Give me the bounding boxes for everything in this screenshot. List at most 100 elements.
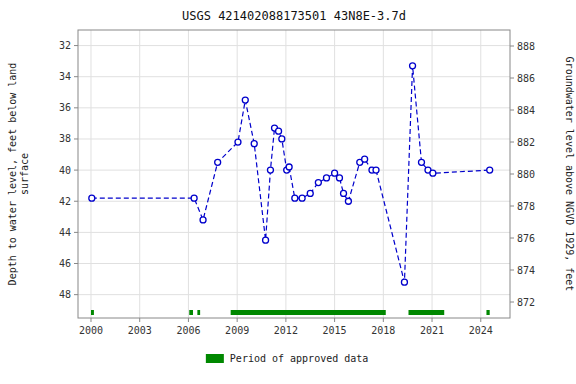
grid-line-x: [90, 30, 91, 318]
data-point: [373, 167, 379, 173]
y-tick: [74, 107, 78, 108]
x-tick-label: 2003: [128, 325, 152, 336]
approved-period: [197, 310, 200, 315]
y2-tick: [510, 302, 514, 303]
legend-swatch: [206, 354, 224, 363]
x-tick: [188, 318, 189, 322]
x-tick: [432, 318, 433, 322]
y2-tick-label: 878: [517, 201, 535, 212]
data-point: [323, 175, 329, 181]
x-tick: [139, 318, 140, 322]
y-axis-label: Depth to water level, feet below landsur…: [7, 63, 30, 286]
data-point: [430, 170, 436, 176]
y-tick-label: 38: [59, 133, 71, 144]
data-point: [215, 159, 221, 165]
y2-tick-label: 886: [517, 73, 535, 84]
y-tick-label: 32: [59, 40, 71, 51]
data-point: [263, 237, 269, 243]
axes: 2000200320062009201220152018202120243234…: [59, 40, 535, 336]
data-point: [191, 195, 197, 201]
series-line: [92, 66, 490, 282]
y-tick-label: 46: [59, 258, 71, 269]
y2-tick-label: 880: [517, 169, 535, 180]
y-tick: [74, 76, 78, 77]
x-tick-label: 2006: [176, 325, 200, 336]
y2-tick-label: 884: [517, 105, 535, 116]
plot-frame: [78, 30, 510, 318]
data-point: [267, 167, 273, 173]
x-tick: [237, 318, 238, 322]
y-tick: [74, 45, 78, 46]
data-point: [279, 136, 285, 142]
y-tick-label: 36: [59, 102, 71, 113]
x-tick: [90, 318, 91, 322]
data-point: [341, 190, 347, 196]
data-point: [286, 164, 292, 170]
data-point: [276, 128, 282, 134]
grid-line-x: [285, 30, 286, 318]
data-point: [401, 279, 407, 285]
y-tick: [74, 263, 78, 264]
grid-line-y: [78, 138, 510, 139]
y-tick-label: 34: [59, 71, 71, 82]
grid-line-x: [480, 30, 481, 318]
data-point: [336, 175, 342, 181]
data-point: [242, 97, 248, 103]
grid-line-y: [78, 76, 510, 77]
y2-tick-label: 874: [517, 265, 535, 276]
data-point: [299, 195, 305, 201]
y-tick-label: 40: [59, 165, 71, 176]
approved-period: [486, 310, 489, 315]
data-point: [410, 63, 416, 69]
y-tick-label: 48: [59, 289, 71, 300]
legend: Period of approved data: [206, 353, 368, 364]
data-point: [418, 159, 424, 165]
y-tick-label: 44: [59, 227, 71, 238]
data-point: [315, 180, 321, 186]
x-tick-label: 2000: [79, 325, 103, 336]
x-tick-label: 2021: [420, 325, 444, 336]
x-tick: [285, 318, 286, 322]
x-tick: [383, 318, 384, 322]
grid-line-x: [139, 30, 140, 318]
y-tick: [74, 138, 78, 139]
y2-axis-label: Groundwater level above NGVD 1929, feet: [564, 57, 575, 292]
approved-period: [91, 310, 94, 315]
data-point: [307, 190, 313, 196]
data-point: [332, 170, 338, 176]
y2-tick: [510, 46, 514, 47]
y2-tick-label: 882: [517, 137, 535, 148]
x-tick-label: 2015: [323, 325, 347, 336]
y-tick: [74, 170, 78, 171]
grid-line-y: [78, 294, 510, 295]
chart: 2000200320062009201220152018202120243234…: [0, 0, 576, 384]
y-tick: [74, 201, 78, 202]
approved-period: [408, 310, 444, 315]
grid-line-x: [383, 30, 384, 318]
grid-line-x: [237, 30, 238, 318]
grid-line-y: [78, 45, 510, 46]
data-point: [345, 198, 351, 204]
y2-tick-label: 876: [517, 233, 535, 244]
grid-line-y: [78, 170, 510, 171]
y-tick: [74, 232, 78, 233]
x-tick: [480, 318, 481, 322]
title: USGS 421402088173501 43N8E-3.7d: [182, 9, 406, 23]
y2-tick: [510, 78, 514, 79]
plot-area: [89, 63, 493, 315]
y2-tick: [510, 270, 514, 271]
x-tick-label: 2018: [371, 325, 395, 336]
y-tick-label: 42: [59, 196, 71, 207]
approved-period: [231, 310, 386, 315]
y2-tick: [510, 142, 514, 143]
x-tick: [334, 318, 335, 322]
grid-line-x: [188, 30, 189, 318]
data-point: [487, 167, 493, 173]
y2-tick: [510, 238, 514, 239]
data-point: [251, 141, 257, 147]
y-tick: [74, 294, 78, 295]
data-point: [235, 139, 241, 145]
grid-line-y: [78, 107, 510, 108]
y2-tick: [510, 110, 514, 111]
data-point: [200, 217, 206, 223]
